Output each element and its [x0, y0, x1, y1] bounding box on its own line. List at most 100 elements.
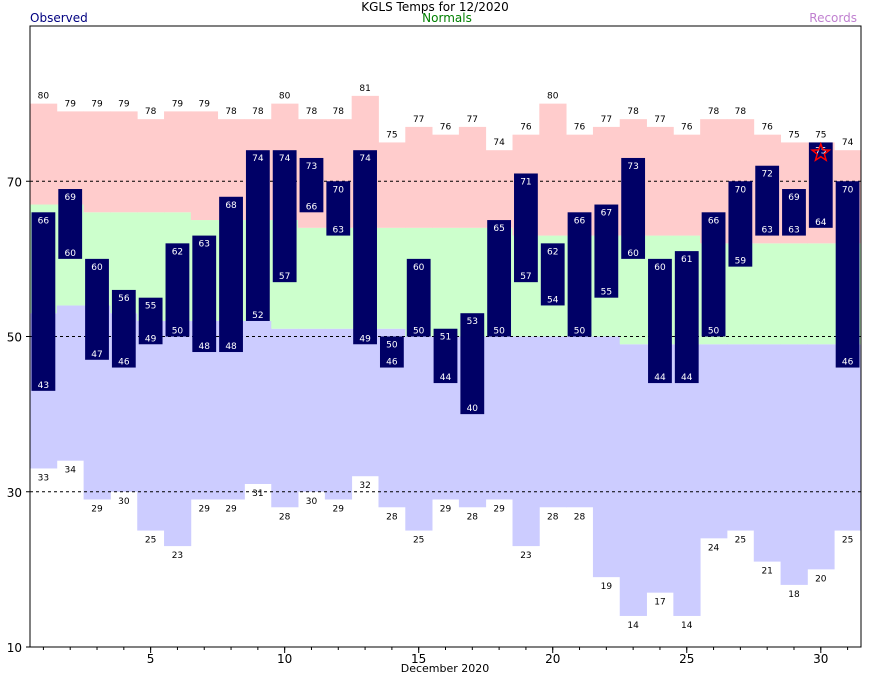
- record-low-band: [244, 320, 272, 484]
- record-low-band: [780, 344, 808, 585]
- record-low-label: 23: [172, 551, 183, 561]
- observed-bar: [487, 220, 512, 337]
- record-high-label: 77: [654, 115, 665, 125]
- record-high-label: 74: [493, 138, 505, 148]
- observed-bar: [621, 157, 646, 259]
- observed-high-label: 74: [279, 154, 291, 164]
- observed-high-label: 60: [91, 263, 103, 273]
- observed-low-label: 43: [38, 381, 49, 391]
- observed-bar: [808, 142, 833, 228]
- record-high-label: 78: [225, 107, 237, 117]
- record-low-label: 25: [145, 536, 156, 546]
- observed-low-label: 44: [654, 373, 666, 383]
- record-low-band: [539, 336, 567, 508]
- legend-observed: Observed: [30, 11, 88, 25]
- observed-bar: [835, 181, 860, 368]
- record-low-label: 30: [306, 497, 318, 507]
- normal-band: [378, 227, 406, 329]
- record-low-label: 29: [493, 505, 505, 515]
- observed-high-label: 66: [574, 216, 586, 226]
- observed-bar: [540, 243, 565, 306]
- record-high-label: 78: [333, 107, 345, 117]
- record-low-label: 17: [654, 598, 665, 608]
- observed-low-label: 64: [815, 218, 827, 228]
- observed-bar: [31, 212, 56, 391]
- observed-bar: [58, 189, 83, 259]
- observed-bar: [245, 150, 270, 321]
- x-tick-label: 15: [411, 652, 426, 666]
- observed-low-label: 44: [681, 373, 693, 383]
- observed-low-label: 66: [306, 202, 318, 212]
- record-high-label: 80: [547, 92, 559, 102]
- observed-low-label: 48: [199, 342, 211, 352]
- record-high-band: [137, 119, 165, 213]
- observed-low-label: 50: [413, 327, 425, 337]
- record-high-label: 76: [440, 123, 452, 133]
- observed-bar: [272, 150, 297, 283]
- x-tick-label: 10: [277, 652, 292, 666]
- observed-bar: [379, 336, 404, 368]
- normal-band: [780, 243, 808, 345]
- record-low-label: 24: [708, 543, 720, 553]
- observed-high-label: 60: [413, 263, 425, 273]
- record-high-band: [458, 126, 487, 228]
- observed-bar: [755, 165, 780, 236]
- record-low-label: 29: [199, 505, 211, 515]
- observed-bar: [353, 150, 377, 345]
- x-tick-label: 25: [679, 652, 694, 666]
- observed-high-label: 66: [708, 216, 720, 226]
- record-high-label: 79: [91, 99, 103, 109]
- record-high-band: [190, 111, 219, 221]
- record-high-label: 78: [145, 107, 157, 117]
- record-high-label: 76: [520, 123, 532, 133]
- observed-high-label: 63: [199, 240, 210, 250]
- record-high-label: 76: [574, 123, 586, 133]
- observed-bar: [192, 235, 217, 353]
- observed-low-label: 44: [440, 373, 452, 383]
- y-tick-label: 70: [7, 175, 22, 189]
- observed-low-label: 59: [735, 257, 747, 267]
- observed-high-label: 74: [252, 154, 264, 164]
- observed-low-label: 60: [627, 249, 639, 259]
- observed-high-label: 69: [788, 193, 800, 203]
- observed-bar: [299, 157, 324, 213]
- observed-bar: [567, 212, 592, 337]
- legend-normals: Normals: [422, 11, 472, 25]
- record-high-label: 79: [118, 99, 130, 109]
- observed-high-label: 60: [654, 263, 666, 273]
- observed-high-label: 72: [761, 170, 772, 180]
- record-low-band: [834, 344, 862, 531]
- observed-bar: [85, 258, 109, 360]
- legend-records: Records: [809, 11, 857, 25]
- observed-high-label: 50: [386, 341, 398, 351]
- record-low-band: [485, 336, 513, 500]
- observed-low-label: 63: [761, 226, 772, 236]
- record-high-label: 79: [199, 99, 211, 109]
- normal-band: [432, 227, 460, 337]
- observed-low-label: 46: [118, 358, 130, 368]
- record-low-label: 29: [91, 505, 103, 515]
- observed-low-label: 49: [359, 334, 371, 344]
- record-low-band: [56, 305, 85, 461]
- observed-high-label: 51: [440, 333, 451, 343]
- x-tick-label: 30: [813, 652, 828, 666]
- record-low-band: [137, 320, 165, 531]
- observed-high-label: 65: [493, 224, 504, 234]
- record-low-band: [753, 344, 781, 562]
- record-high-band: [83, 111, 111, 213]
- observed-high-label: 62: [547, 247, 558, 257]
- record-high-band: [485, 150, 513, 228]
- record-high-label: 77: [601, 115, 612, 125]
- record-low-label: 14: [627, 621, 639, 631]
- observed-high-label: 73: [627, 162, 638, 172]
- record-low-label: 28: [386, 512, 398, 522]
- record-low-label: 28: [574, 512, 586, 522]
- record-high-label: 78: [708, 107, 720, 117]
- record-low-band: [298, 328, 326, 492]
- chart-title: KGLS Temps for 12/2020: [361, 0, 509, 14]
- observed-low-label: 57: [520, 272, 531, 282]
- record-high-label: 81: [359, 84, 370, 94]
- record-low-label: 28: [547, 512, 559, 522]
- record-low-label: 31: [252, 489, 263, 499]
- observed-high-label: 70: [735, 185, 747, 195]
